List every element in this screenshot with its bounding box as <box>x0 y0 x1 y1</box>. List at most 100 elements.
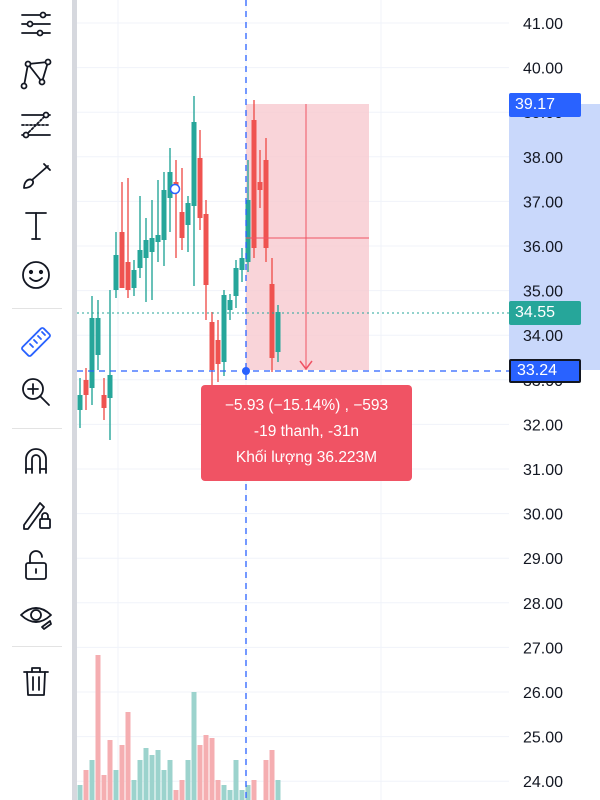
volume-bar <box>209 738 215 800</box>
tool-delete[interactable] <box>14 661 58 701</box>
drawing-toolbar <box>0 0 72 800</box>
toolbar-separator <box>12 646 62 647</box>
volume-bar <box>155 750 161 800</box>
volume-bar <box>77 785 83 800</box>
candle-body <box>233 268 239 296</box>
volume-bar <box>245 785 251 800</box>
price-label: 30.00 <box>523 507 563 524</box>
candle-body <box>263 160 269 248</box>
volume-bar <box>107 740 113 800</box>
tool-patterns[interactable] <box>14 54 58 94</box>
emoji-icon <box>22 261 50 289</box>
measure-volume-text: Khối lượng 36.223M <box>235 449 378 466</box>
measure-anchor-point[interactable] <box>242 367 250 375</box>
volume-bar <box>269 750 275 800</box>
volume-bar <box>131 780 137 800</box>
tool-menu[interactable] <box>14 4 58 44</box>
volume-bar <box>95 655 101 800</box>
ruler-icon <box>21 327 51 357</box>
tool-zoom[interactable] <box>14 372 58 412</box>
candle-body <box>95 318 101 355</box>
candle-body <box>137 250 143 268</box>
price-label: 31.00 <box>523 462 563 479</box>
lock-drawing-icon <box>23 502 51 530</box>
candle-body <box>89 318 95 388</box>
candle-body <box>125 262 131 290</box>
candle-body <box>179 212 185 238</box>
last-price-badge: 34.55 <box>509 301 581 325</box>
volume-bar <box>101 775 107 800</box>
volume-bars <box>77 655 281 800</box>
volume-bar <box>89 760 95 800</box>
price-label: 28.00 <box>523 596 563 613</box>
candle-body <box>197 158 203 218</box>
volume-bar <box>137 760 143 800</box>
zoom-in-icon <box>22 378 50 406</box>
volume-bar <box>203 735 209 800</box>
candle-body <box>143 240 149 258</box>
axis-range-highlight <box>509 104 600 370</box>
price-label: 37.00 <box>523 194 563 211</box>
volume-bar <box>233 760 239 800</box>
chart-left-edge <box>72 0 77 800</box>
unlock-icon <box>25 550 47 580</box>
candle-body <box>161 190 167 240</box>
volume-bar <box>227 790 233 800</box>
price-label: 40.00 <box>523 61 563 78</box>
toolbar-separator <box>12 428 62 429</box>
tool-fibonacci[interactable] <box>14 105 58 145</box>
brush-icon <box>23 163 51 189</box>
candle-body <box>191 122 197 206</box>
candle-body <box>77 395 83 410</box>
candle-body <box>257 182 263 190</box>
tool-emoji[interactable] <box>14 255 58 295</box>
toolbar-separator <box>12 308 62 309</box>
price-label: 26.00 <box>523 685 563 702</box>
volume-bar <box>191 692 197 800</box>
tool-lock-drawings[interactable] <box>14 495 58 535</box>
eye-icon <box>20 607 52 630</box>
price-label: 27.00 <box>523 640 563 657</box>
magnet-icon <box>25 448 47 474</box>
tool-lock-all[interactable] <box>14 545 58 585</box>
volume-bar <box>215 780 221 800</box>
volume-bar <box>113 770 119 800</box>
measure-bottom-price-badge: 33.24 <box>509 359 581 383</box>
volume-bar <box>179 780 185 800</box>
tool-text[interactable] <box>14 205 58 245</box>
tool-measure[interactable] <box>14 322 58 362</box>
candle-body <box>251 120 257 248</box>
tool-magnet[interactable] <box>14 441 58 481</box>
measure-top-price-badge: 39.17 <box>509 93 581 117</box>
candle-body <box>149 238 155 252</box>
candle-body <box>107 375 113 398</box>
candle-body <box>83 380 89 395</box>
candle-body <box>167 172 173 198</box>
candle-body <box>275 312 281 352</box>
candle-body <box>239 258 245 270</box>
volume-bar <box>125 712 131 800</box>
volume-bar <box>221 785 227 800</box>
volume-bar <box>161 770 167 800</box>
candlesticks <box>77 96 281 440</box>
candle-body <box>209 322 215 370</box>
price-label: 34.00 <box>523 328 563 345</box>
drawing-anchor-point[interactable] <box>169 183 181 195</box>
trash-icon <box>23 667 49 696</box>
tool-brush[interactable] <box>14 156 58 196</box>
measure-change-text: −5.93 (−15.14%) , −593 <box>224 397 389 414</box>
price-label: 25.00 <box>523 730 563 747</box>
price-label: 35.00 <box>523 284 563 301</box>
candle-body <box>245 200 251 262</box>
measure-tooltip: −5.93 (−15.14%) , −593 -19 thanh, -31n K… <box>201 385 412 481</box>
price-label: 36.00 <box>523 239 563 256</box>
volume-bar <box>275 780 281 800</box>
tool-hide[interactable] <box>14 595 58 635</box>
candle-body <box>101 395 107 408</box>
measure-arrow <box>299 360 313 371</box>
price-label: 24.00 <box>523 774 563 791</box>
volume-bar <box>263 760 269 800</box>
volume-bar <box>173 790 179 800</box>
candle-body <box>155 235 161 242</box>
